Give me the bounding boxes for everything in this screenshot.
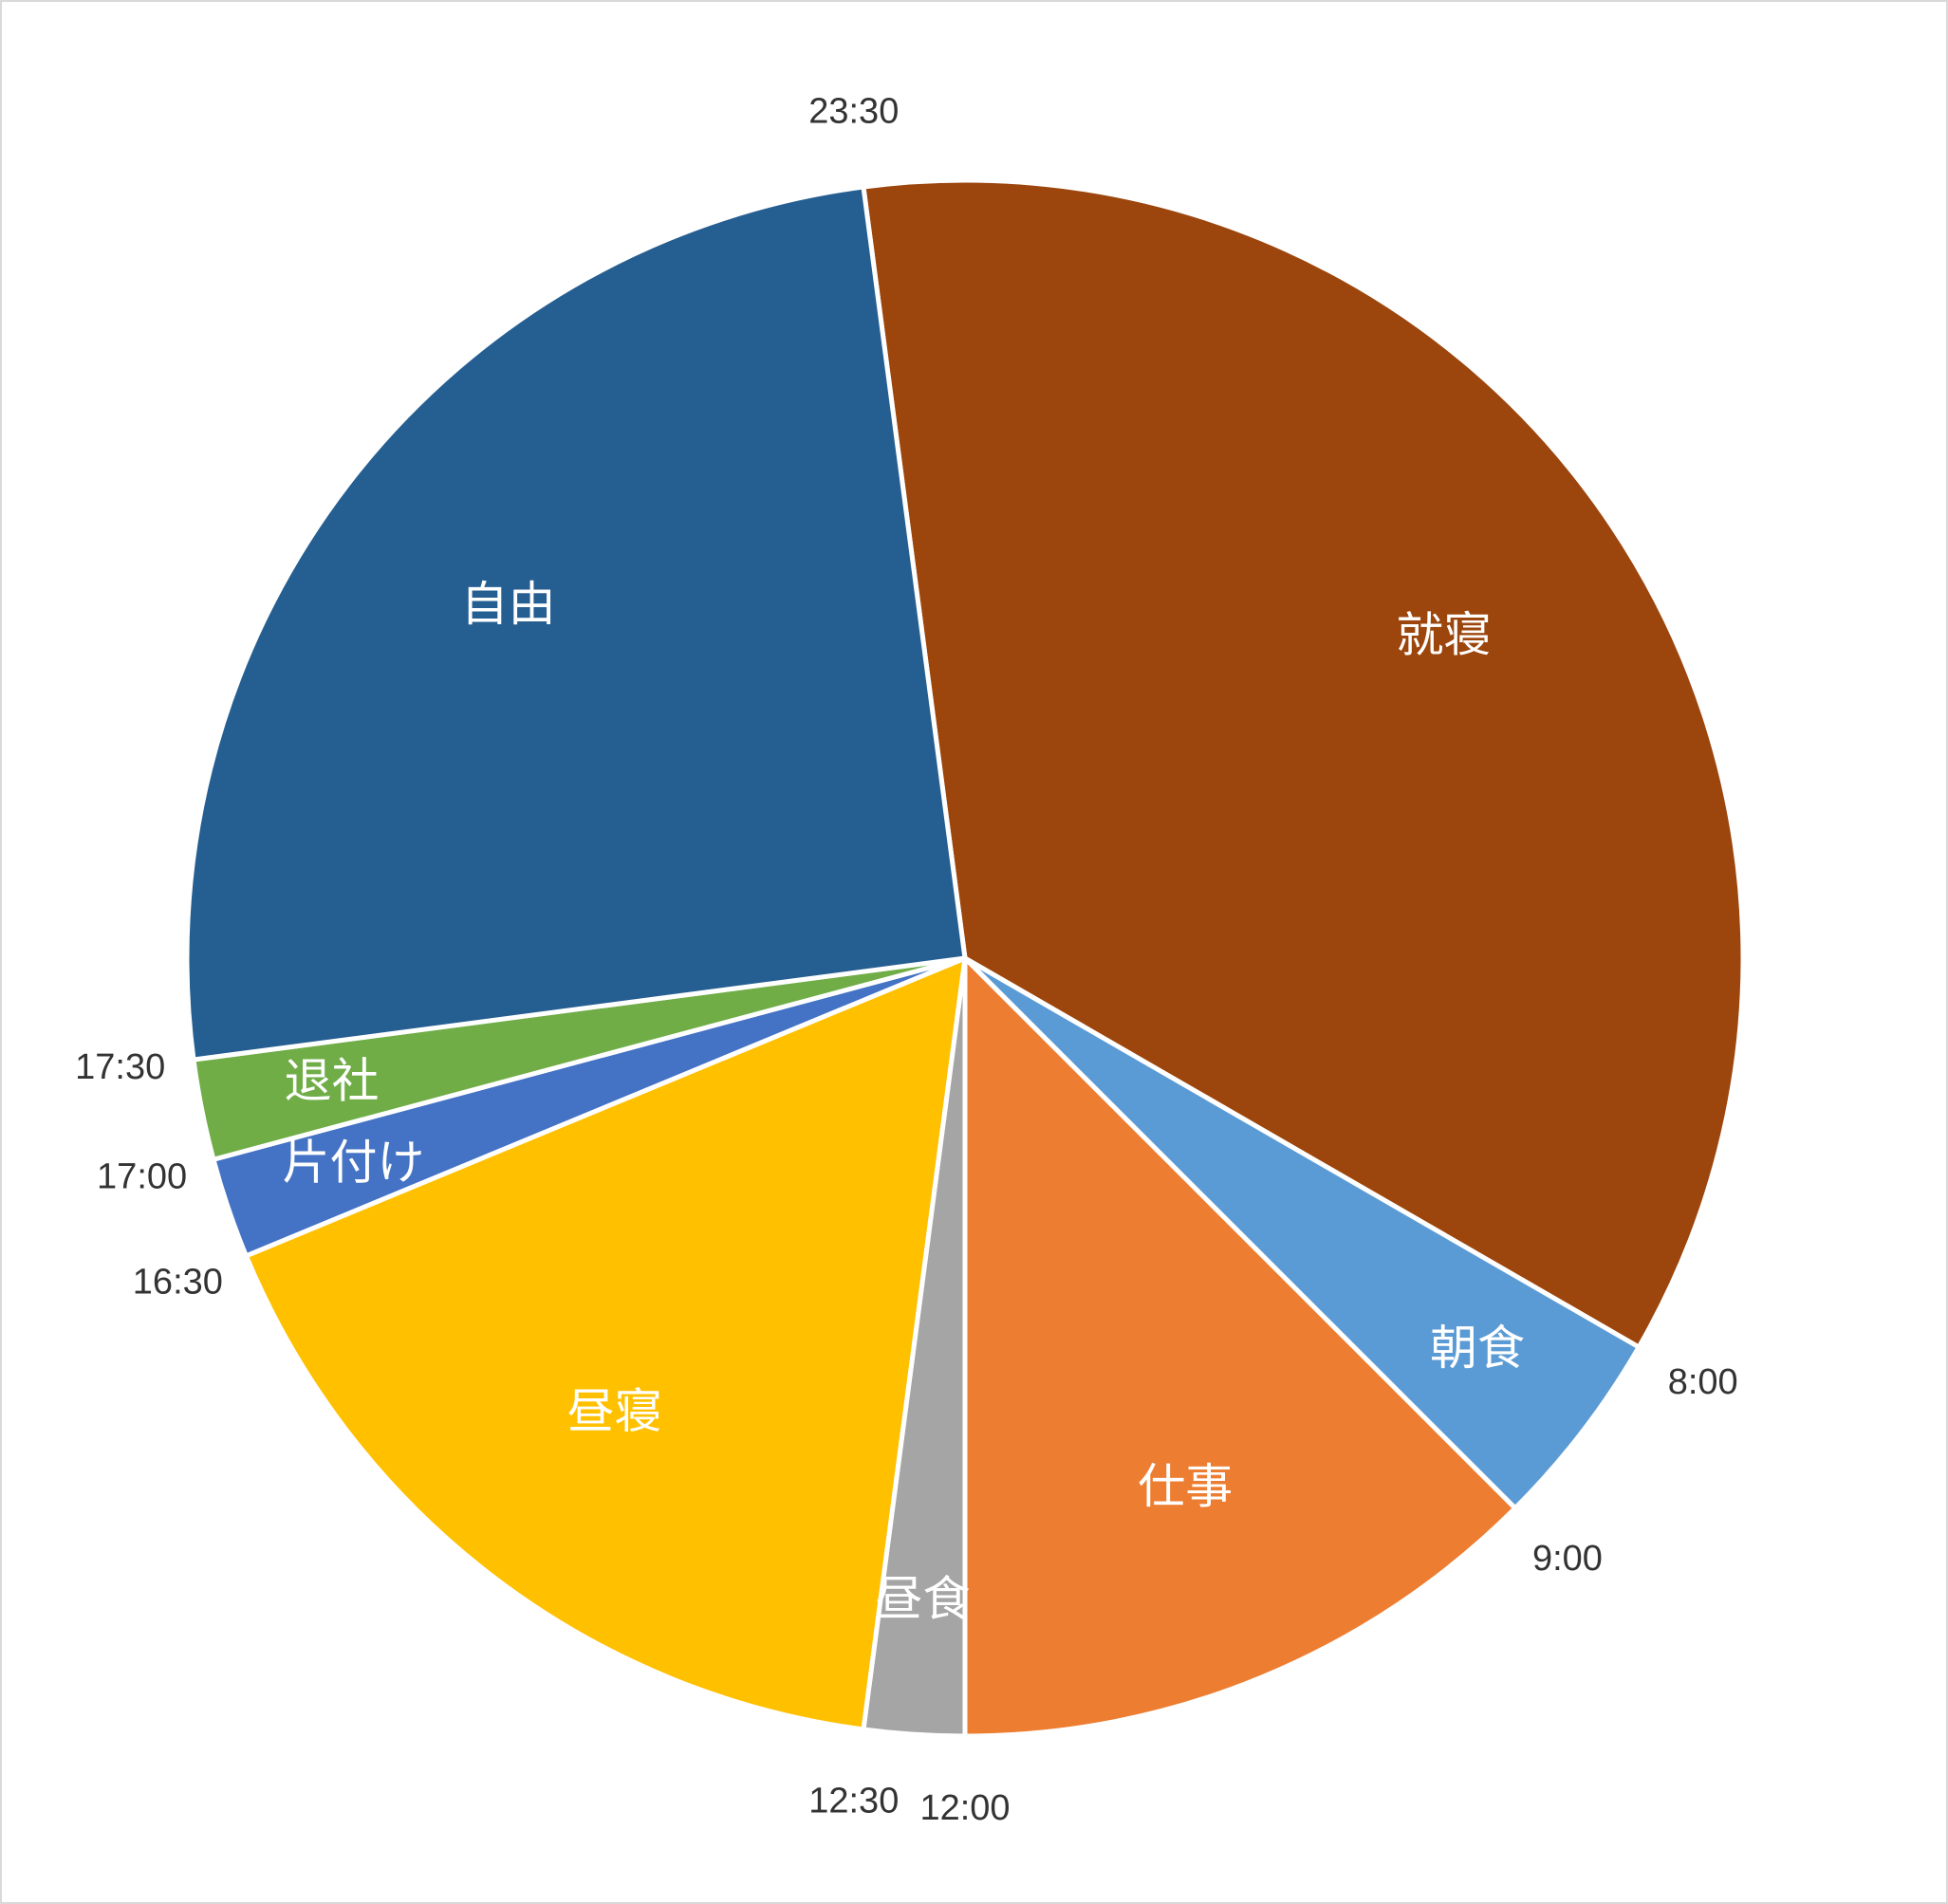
time-label-0: 23:30	[808, 92, 899, 132]
slice-label-0: 就寝	[1397, 607, 1492, 662]
time-label-6: 17:00	[97, 1156, 187, 1196]
pie-slice-4	[243, 955, 968, 1732]
pie-slice-1	[962, 955, 1642, 1511]
time-label-7: 17:30	[75, 1047, 165, 1087]
time-labels: 23:30 8:00 9:00 12:00 12:30 16:30 17:00 17:30	[75, 92, 1738, 1828]
pie-slices	[184, 177, 1746, 1739]
slice-label-5: 片付け	[283, 1135, 425, 1190]
time-label-5: 16:30	[133, 1263, 223, 1303]
time-label-4: 12:30	[808, 1781, 899, 1821]
pie-slice-0	[861, 177, 1746, 1350]
time-label-2: 9:00	[1532, 1539, 1603, 1579]
slice-label-7: 自由	[461, 577, 556, 632]
pie-slice-2	[962, 955, 1518, 1739]
slice-label-6: 退社	[284, 1053, 379, 1108]
slice-label-1: 朝食	[1430, 1321, 1525, 1376]
slice-label-4: 昼寝	[567, 1384, 662, 1439]
time-label-3: 12:00	[919, 1788, 1010, 1828]
pie-slice-7	[184, 184, 968, 1063]
slice-label-3: 昼食	[875, 1572, 970, 1627]
time-label-1: 8:00	[1668, 1362, 1738, 1402]
slice-label-2: 仕事	[1138, 1459, 1233, 1514]
